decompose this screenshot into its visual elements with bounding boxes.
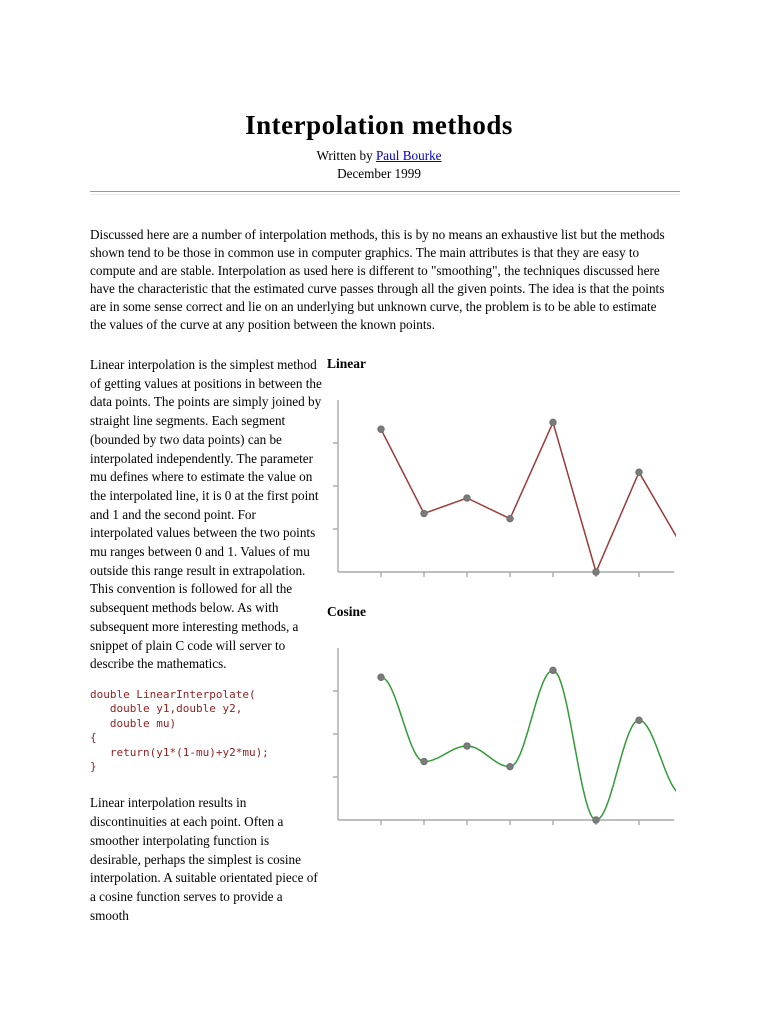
horizontal-rule [90, 191, 680, 195]
left-column: Linear interpolation is the simplest met… [90, 356, 322, 925]
cosine-chart-title: Cosine [327, 604, 367, 619]
c-code-snippet: double LinearInterpolate( double y1,doub… [90, 687, 269, 773]
page-title: Interpolation methods [245, 110, 513, 141]
linear-chart [333, 400, 676, 577]
linear-paragraph: Linear interpolation is the simplest met… [90, 357, 322, 672]
byline: Written by Paul Bourke December 1999 [90, 147, 668, 183]
linear-chart-title: Linear [327, 356, 366, 371]
byline-date: December 1999 [337, 166, 421, 181]
byline-prefix: Written by [316, 148, 376, 163]
byline-author-line: Written by Paul Bourke [90, 147, 668, 165]
cosine-chart [333, 648, 676, 825]
intro-paragraph: Discussed here are a number of interpola… [90, 227, 665, 332]
cosine-paragraph: Linear interpolation results in disconti… [90, 795, 318, 923]
author-link[interactable]: Paul Bourke [375, 148, 442, 163]
